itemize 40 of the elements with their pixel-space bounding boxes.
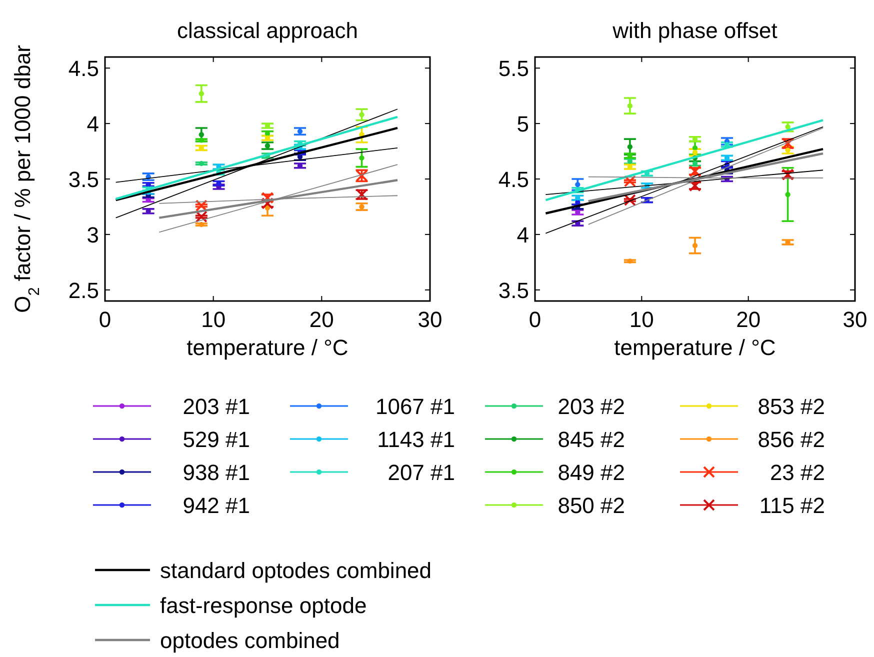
legend-label: 203 #1 bbox=[182, 394, 250, 419]
y-tick-label: 4.5 bbox=[498, 167, 529, 192]
x-tick-label: 0 bbox=[528, 307, 542, 332]
legend-label: 1143 #1 bbox=[377, 427, 455, 452]
x-tick-label: 30 bbox=[418, 307, 442, 332]
legend-label: 23 #2 bbox=[770, 460, 825, 485]
x-axis-title: temperature / °C bbox=[186, 335, 348, 360]
x-axis-title: temperature / °C bbox=[614, 335, 776, 360]
y-tick-label: 3.5 bbox=[68, 167, 99, 192]
legend-label: 1067 #1 bbox=[375, 394, 455, 419]
y-tick-label: 3.5 bbox=[498, 278, 529, 303]
legend-label: 849 #2 bbox=[558, 460, 625, 485]
legend-label: standard optodes combined bbox=[160, 558, 432, 583]
legend-label: 529 #1 bbox=[182, 427, 250, 452]
chart-title: with phase offset bbox=[612, 18, 778, 43]
chart-title: classical approach bbox=[177, 18, 358, 43]
x-tick-label: 20 bbox=[309, 307, 334, 332]
legend-label: 856 #2 bbox=[758, 427, 825, 452]
y-tick-label: 5.5 bbox=[498, 56, 529, 82]
legend-label: optodes combined bbox=[160, 628, 340, 653]
legend-label: fast-response optode bbox=[160, 593, 367, 618]
legend-label: 115 #2 bbox=[759, 493, 825, 518]
legend-label: 207 #1 bbox=[388, 460, 455, 485]
y-tick-label: 3 bbox=[86, 222, 99, 248]
legend-label: 938 #1 bbox=[182, 460, 250, 485]
y-tick-label: 5 bbox=[516, 112, 529, 137]
legend-label: 203 #2 bbox=[558, 394, 625, 419]
y-tick-label: 4 bbox=[516, 222, 529, 248]
x-tick-label: 20 bbox=[736, 307, 761, 332]
x-tick-label: 10 bbox=[629, 307, 654, 332]
x-tick-label: 10 bbox=[201, 307, 226, 332]
x-tick-label: 30 bbox=[842, 307, 868, 332]
legend-label: 853 #2 bbox=[758, 394, 825, 419]
legend-label: 845 #2 bbox=[558, 427, 625, 452]
legend-label: 850 #2 bbox=[558, 493, 625, 518]
legend-label: 942 #1 bbox=[182, 493, 250, 518]
y-tick-label: 2.5 bbox=[68, 278, 99, 303]
x-tick-label: 0 bbox=[98, 307, 112, 332]
y-tick-label: 4 bbox=[86, 112, 99, 137]
y-tick-label: 4.5 bbox=[68, 56, 99, 82]
